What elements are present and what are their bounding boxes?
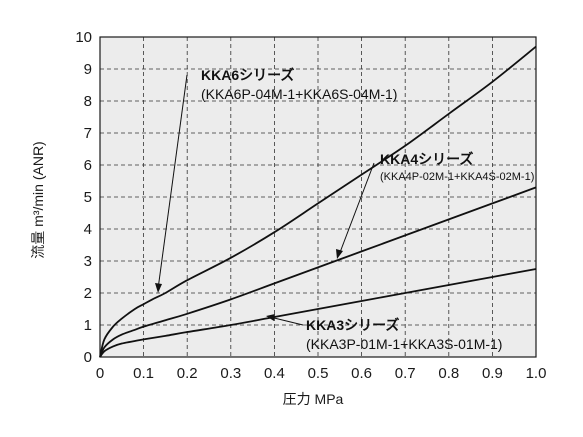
- y-tick-label: 4: [84, 221, 92, 238]
- x-tick-label: 0.2: [177, 365, 198, 382]
- y-tick-label: 6: [84, 157, 92, 174]
- y-tick-label: 2: [84, 285, 92, 302]
- y-tick-label: 0: [84, 349, 92, 366]
- x-tick-label: 1.0: [526, 365, 547, 382]
- y-tick-label: 8: [84, 93, 92, 110]
- x-tick-label: 0: [96, 365, 104, 382]
- x-axis-ticks: 0 0.1 0.2 0.3 0.4 0.5 0.6 0.7 0.8 0.9 1.0: [96, 365, 547, 382]
- kka6-series-label: KKA6シリーズ: [201, 67, 294, 83]
- x-tick-label: 0.7: [395, 365, 416, 382]
- x-tick-label: 0.5: [308, 365, 329, 382]
- y-axis-ticks: 0 1 2 3 4 5 6 7 8 9 10: [75, 29, 92, 366]
- x-tick-label: 0.8: [438, 365, 459, 382]
- y-tick-label: 7: [84, 125, 92, 142]
- y-axis-label: 流量 m³/min (ANR): [30, 141, 46, 258]
- y-tick-label: 1: [84, 317, 92, 334]
- y-tick-label: 5: [84, 189, 92, 206]
- kka4-model-label: (KKA4P-02M-1+KKA4S-02M-1): [380, 171, 534, 183]
- series-lines: [99, 45, 537, 358]
- x-tick-label: 0.4: [264, 365, 285, 382]
- kka3-model-label: (KKA3P-01M-1+KKA3S-01M-1): [306, 336, 502, 352]
- x-tick-label: 0.1: [133, 365, 154, 382]
- annotations: KKA6シリーズ (KKA6P-04M-1+KKA6S-04M-1) KKA4シ…: [155, 67, 534, 352]
- y-tick-label: 10: [75, 29, 92, 46]
- x-tick-label: 0.3: [220, 365, 241, 382]
- y-tick-label: 3: [84, 253, 92, 270]
- x-axis-label: 圧力 MPa: [283, 391, 344, 407]
- kka6-leader-arrowhead: [155, 283, 162, 293]
- grid-lines: [100, 37, 536, 357]
- x-tick-label: 0.9: [482, 365, 503, 382]
- series-line-1: [99, 45, 537, 358]
- kka6-model-label: (KKA6P-04M-1+KKA6S-04M-1): [201, 86, 397, 102]
- x-tick-label: 0.6: [351, 365, 372, 382]
- series-line-3: [99, 268, 537, 358]
- series-line-2: [99, 186, 537, 358]
- kka4-series-label: KKA4シリーズ: [380, 151, 473, 167]
- kka3-leader-line: [269, 316, 304, 326]
- kka4-leader-arrowhead: [336, 249, 343, 259]
- plot-frame: [99, 36, 537, 358]
- kka4-leader-line: [338, 162, 375, 256]
- kka3-series-label: KKA3シリーズ: [306, 317, 399, 333]
- kka6-leader-line: [157, 74, 188, 290]
- y-tick-label: 9: [84, 61, 92, 78]
- kka3-leader-arrowhead: [266, 314, 275, 321]
